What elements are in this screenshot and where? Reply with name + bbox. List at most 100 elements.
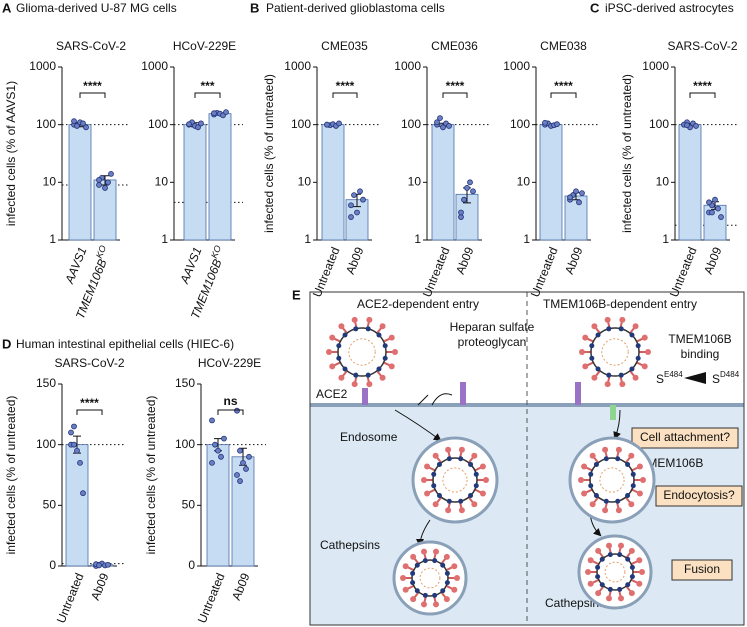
envelope-protein (603, 498, 609, 504)
envelope-protein (617, 586, 623, 592)
x-tick-label: Ab09 (88, 571, 112, 603)
rna (604, 561, 626, 583)
x-tick-label: Ab09 (343, 245, 367, 277)
data-point (706, 199, 712, 206)
x-tick-label: AAVS1 (177, 245, 205, 286)
data-point (108, 171, 114, 177)
data-point (80, 120, 86, 127)
spike-head (582, 363, 589, 370)
bar (678, 124, 702, 241)
chart-subtitle: CME035 (321, 39, 368, 53)
receptor (362, 388, 368, 405)
envelope-protein (589, 343, 595, 349)
spike-head (578, 477, 584, 483)
data-point (684, 122, 690, 129)
envelope-protein (617, 552, 623, 558)
hspg (575, 382, 581, 405)
y-tick-label: 100 (291, 117, 311, 131)
panel-label: C (590, 0, 600, 15)
y-tick-label: 1000 (394, 59, 421, 73)
x-tick-label: Untreated (667, 245, 700, 299)
envelope-protein (422, 558, 428, 564)
spike-head (421, 477, 427, 483)
y-tick-label: 1000 (29, 59, 56, 73)
significance-label: ns (223, 394, 237, 408)
spike-head (605, 595, 612, 602)
envelope-protein (336, 343, 342, 349)
data-point (80, 490, 86, 497)
spike-head (366, 316, 373, 323)
virion (411, 559, 449, 597)
envelope-protein (353, 326, 359, 332)
label: Heparan sulfate (450, 320, 535, 334)
envelope-protein (336, 355, 342, 361)
x-tick-label: Ab09 (453, 245, 477, 277)
spike-head (329, 363, 336, 370)
spike-head (458, 446, 465, 453)
label: TMEM106B (668, 332, 731, 346)
data-point (195, 124, 201, 131)
data-point (209, 459, 215, 466)
envelope-protein (446, 498, 452, 504)
data-point (212, 441, 218, 448)
panel-label: B (250, 0, 259, 15)
x-tick-label: Untreated (528, 245, 561, 299)
spike-head (604, 381, 611, 388)
spike-head (402, 586, 409, 593)
data-point (348, 214, 354, 220)
envelope-protein (444, 570, 450, 576)
significance-label: *** (200, 79, 214, 93)
spike-head (338, 323, 345, 330)
spike-head (329, 334, 336, 341)
x-tick-label: Untreated (420, 245, 453, 299)
spike-head (619, 316, 626, 323)
envelope-protein (468, 461, 474, 467)
spike-head (641, 363, 648, 370)
data-point (542, 119, 548, 126)
spike-head (632, 323, 639, 330)
y-tick-label: 0 (188, 558, 195, 572)
envelope-protein (440, 588, 446, 594)
bar (65, 444, 89, 567)
spike-head (579, 349, 585, 355)
data-point (573, 188, 579, 195)
label: E484 (664, 370, 683, 379)
panel-label: D (2, 336, 11, 351)
callout (671, 559, 733, 581)
spike-head (410, 553, 417, 560)
rna (599, 467, 625, 493)
x-tick-label: Ab09 (229, 571, 253, 603)
y-tick-label: 1000 (284, 59, 311, 73)
data-point (712, 196, 718, 203)
data-point (68, 429, 74, 436)
arrow (417, 393, 453, 406)
envelope-protein (365, 372, 371, 378)
label: S (656, 372, 664, 386)
envelope-protein (615, 456, 621, 462)
data-point (96, 177, 102, 183)
envelope-protein (599, 556, 605, 562)
envelope-protein (588, 471, 594, 477)
spike-head (581, 490, 588, 497)
spike-head (388, 334, 395, 341)
panel-label: A (2, 0, 12, 15)
data-point (440, 124, 446, 131)
envelope-protein (625, 556, 631, 562)
bar (183, 124, 207, 241)
data-point (234, 472, 240, 478)
spike-head (483, 477, 489, 483)
y-tick-label: 10 (656, 175, 670, 189)
chart-subtitle: SARS-CoV-2 (56, 39, 126, 53)
arrow (394, 409, 442, 442)
y-tick-label: 10 (298, 175, 312, 189)
x-tick-label: Untreated (420, 245, 453, 299)
y-tick-label: 1000 (141, 59, 168, 73)
data-point (74, 123, 80, 129)
data-point (458, 209, 464, 216)
envelope-protein (410, 580, 416, 586)
x-tick-label: AAVS1 (62, 245, 90, 286)
spike-head (479, 463, 486, 470)
envelope-protein (436, 493, 442, 499)
diagram-border (309, 291, 745, 626)
